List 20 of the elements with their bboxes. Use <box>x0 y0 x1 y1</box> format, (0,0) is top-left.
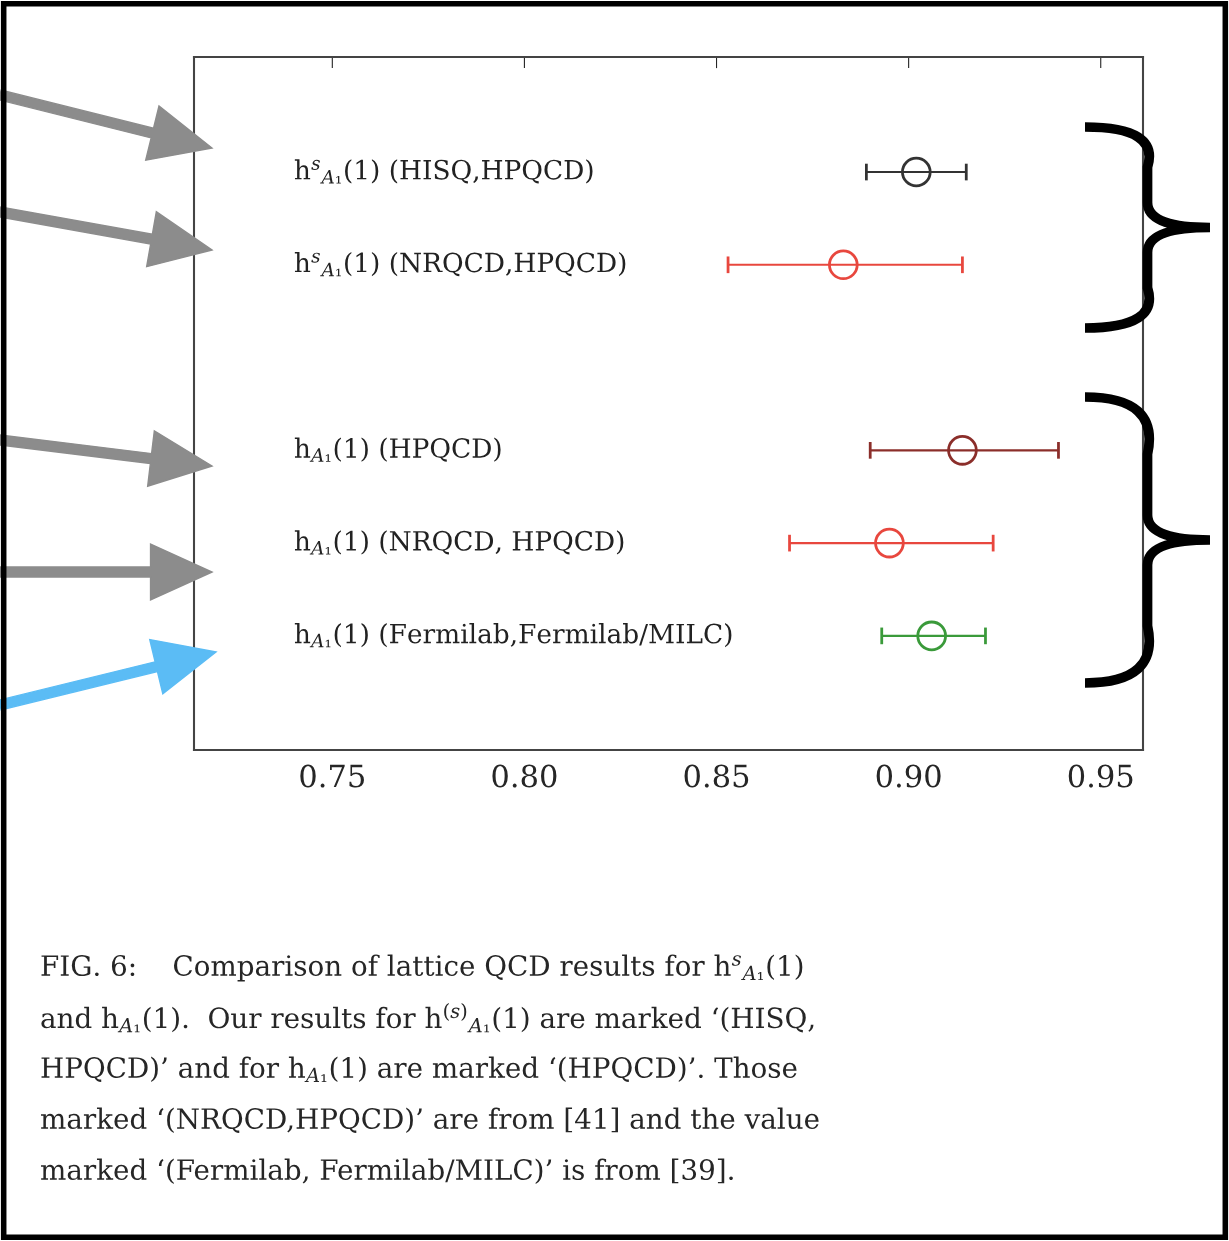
x-tick-label: 0.85 <box>684 764 749 788</box>
x-tick-label: 0.80 <box>492 764 557 788</box>
x-tick-label: 0.90 <box>876 764 941 788</box>
text: and h$_{A₁}$(1). Our results for h$^{(s)}$$_{A₁}$(1) are marked ‘(HISQ, <box>41 1003 814 1033</box>
text: marked ‘(NRQCD,HPQCD)’ are from [41] and the value <box>41 1107 819 1134</box>
text: HPQCD)’ and for h$_{A₁}$(1) are marked ‘(HPQCD)’. Those <box>41 1056 797 1083</box>
point <box>828 249 859 281</box>
point <box>947 435 978 466</box>
y-tick-label: h$^{s}$$_{A₁}$(1) (NRQCD,HPQCD) <box>294 252 626 277</box>
x-tick-label: 0.75 <box>300 764 364 788</box>
y-tick-label: h$_{A₁}$(1) (HPQCD) <box>294 437 501 462</box>
point <box>901 156 932 188</box>
x-tick-label: 0.95 <box>1068 764 1133 788</box>
caption: FIG. 6: Comparison of lattice QCD results for h$^{s}$$_{A₁}$(1) <box>41 954 803 982</box>
text: marked ‘(Fermilab, Fermilab/MILC)’ is from [39]. <box>41 1158 733 1184</box>
point <box>916 620 947 652</box>
y-tick-label: h$_{A₁}$(1) (NRQCD, HPQCD) <box>294 530 624 555</box>
y-tick-label: h$^{s}$$_{A₁}$(1) (HISQ,HPQCD) <box>294 159 593 184</box>
point <box>874 527 905 559</box>
y-tick-label: h$_{A₁}$(1) (Fermilab,Fermilab/MILC) <box>294 623 732 648</box>
